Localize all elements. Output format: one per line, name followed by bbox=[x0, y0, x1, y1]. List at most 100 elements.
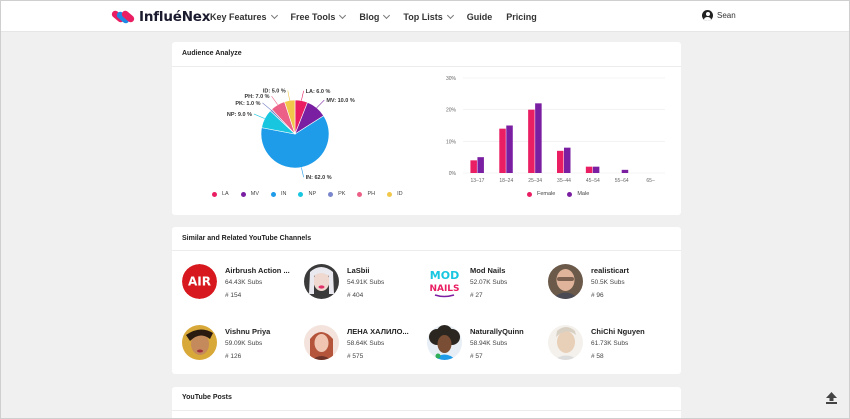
pie-label-connector bbox=[316, 99, 325, 109]
audience-analyze-card: Audience Analyze LA: 6.0 % MV: 10.0 % IN: … bbox=[172, 42, 681, 215]
channel-subs: 50.5K Subs bbox=[591, 279, 625, 286]
channel-name[interactable]: ЛЕНА ХАЛИЛО... bbox=[347, 327, 409, 336]
chevron-down-icon bbox=[270, 11, 278, 20]
channel-avatar[interactable] bbox=[548, 325, 583, 360]
channel-card[interactable]: Vishnu Priya 59.09K Subs # 126 bbox=[182, 325, 302, 365]
nav-pricing[interactable]: Pricing bbox=[506, 12, 537, 22]
pie-slice-label: PH: 7.0 % bbox=[245, 94, 270, 100]
chevron-down-icon bbox=[339, 11, 347, 20]
x-tick-label: 45–54 bbox=[586, 178, 600, 184]
audience-pie-chart: LA: 6.0 % MV: 10.0 % IN: 62.0 % NP: 9.0 % PK… bbox=[227, 89, 355, 182]
bar-female bbox=[557, 150, 564, 173]
channel-rank: # 404 bbox=[347, 292, 364, 299]
brand-logo[interactable]: InfluéNex bbox=[110, 9, 210, 25]
legend-swatch bbox=[270, 191, 276, 197]
bar-male bbox=[506, 125, 513, 173]
channel-rank: # 96 bbox=[591, 292, 604, 299]
nav-guide[interactable]: Guide bbox=[467, 12, 493, 22]
bar-legend: Female Male bbox=[527, 191, 601, 197]
channel-card[interactable]: ЛЕНА ХАЛИЛО... 58.64K Subs # 575 bbox=[304, 325, 424, 365]
legend-item[interactable]: MV bbox=[240, 191, 259, 197]
legend-label: PH bbox=[367, 191, 376, 197]
age-gender-bar-chart: 0% 10% 20% 30% 13–17 18–24 25–34 35–44 45–54 55–6… bbox=[446, 76, 665, 184]
legend-label: MV bbox=[250, 191, 259, 197]
channel-avatar[interactable] bbox=[304, 264, 339, 299]
x-tick-label: 65– bbox=[646, 178, 655, 184]
svg-text:NAILS: NAILS bbox=[429, 284, 459, 294]
svg-text:MOD: MOD bbox=[430, 269, 459, 282]
pie-slice-label: LA: 6.0 % bbox=[306, 89, 331, 95]
card-title: Audience Analyze bbox=[182, 50, 242, 57]
channel-name[interactable]: LaSbii bbox=[347, 266, 370, 275]
legend-label: Male bbox=[577, 191, 590, 197]
pie-label-connector bbox=[287, 90, 290, 101]
channel-rank: # 58 bbox=[591, 353, 604, 360]
bar-male bbox=[621, 169, 629, 173]
channel-avatar[interactable] bbox=[427, 325, 462, 360]
legend-item[interactable]: IN bbox=[270, 191, 286, 197]
bar-female bbox=[585, 166, 593, 173]
pie-slice-label: NP: 9.0 % bbox=[227, 112, 252, 118]
card-title: YouTube Posts bbox=[182, 394, 232, 401]
legend-swatch bbox=[357, 191, 363, 197]
legend-label: LA bbox=[222, 191, 229, 197]
nav-key-features[interactable]: Key Features bbox=[210, 11, 278, 22]
nav-label: Guide bbox=[466, 12, 493, 22]
channel-name[interactable]: Vishnu Priya bbox=[225, 327, 271, 336]
legend-item[interactable]: Female bbox=[527, 191, 555, 197]
divider bbox=[172, 66, 681, 67]
channel-card[interactable]: ChiChi Nguyen 61.73K Subs # 58 bbox=[548, 325, 668, 365]
person-avatar-icon bbox=[427, 325, 462, 360]
channel-name[interactable]: Mod Nails bbox=[470, 266, 506, 275]
legend-item[interactable]: PH bbox=[357, 191, 375, 197]
legend-item[interactable]: ID bbox=[387, 191, 403, 197]
nav-blog[interactable]: Blog bbox=[359, 11, 391, 22]
legend-swatch bbox=[240, 191, 246, 197]
pie-label-connector bbox=[301, 90, 304, 101]
scroll-to-top-button[interactable] bbox=[826, 391, 837, 404]
channel-subs: 58.64K Subs bbox=[347, 340, 385, 347]
legend-item[interactable]: PK bbox=[328, 191, 345, 197]
nav-free-tools[interactable]: Free Tools bbox=[291, 11, 347, 22]
channel-card[interactable]: LaSbii 54.91K Subs # 404 bbox=[304, 264, 424, 304]
bar-female bbox=[528, 109, 535, 173]
legend-label: NP bbox=[308, 191, 317, 197]
legend-swatch bbox=[567, 191, 573, 197]
channel-avatar[interactable]: AIR bbox=[182, 264, 217, 299]
x-tick-label: 18–24 bbox=[499, 178, 513, 184]
bar-male bbox=[592, 166, 600, 173]
channel-name[interactable]: NaturallyQuinn bbox=[470, 327, 524, 336]
legend-swatch bbox=[527, 191, 532, 197]
channel-avatar[interactable] bbox=[304, 325, 339, 360]
channel-card[interactable]: realisticart 50.5K Subs # 96 bbox=[548, 264, 668, 304]
y-tick-label: 20% bbox=[446, 108, 457, 114]
channel-card[interactable]: MOD NAILS Mod Nails 52.07K Subs # 27 bbox=[427, 264, 547, 304]
legend-item[interactable]: LA bbox=[212, 191, 229, 197]
channel-avatar[interactable] bbox=[548, 264, 583, 299]
channel-card[interactable]: NaturallyQuinn 58.94K Subs # 57 bbox=[427, 325, 547, 365]
user-name: Sean bbox=[717, 11, 736, 20]
legend-item[interactable]: NP bbox=[298, 191, 316, 197]
legend-item[interactable]: Male bbox=[567, 191, 589, 197]
channel-name[interactable]: Airbrush Action ... bbox=[225, 266, 290, 275]
nav-top-lists[interactable]: Top Lists bbox=[403, 11, 454, 22]
pie-label-connector bbox=[271, 95, 278, 105]
user-menu[interactable]: Sean bbox=[702, 10, 736, 21]
channel-name[interactable]: ChiChi Nguyen bbox=[591, 327, 645, 336]
channel-avatar[interactable] bbox=[182, 325, 217, 360]
x-tick-label: 55–64 bbox=[615, 178, 629, 184]
legend-swatch bbox=[298, 191, 304, 197]
pie-legend: LA MV IN NP PK PH ID bbox=[212, 191, 415, 197]
channel-avatar[interactable]: MOD NAILS bbox=[427, 264, 462, 299]
person-avatar-icon bbox=[548, 325, 583, 360]
card-title: Similar and Related YouTube Channels bbox=[182, 235, 312, 242]
main-menu: Key Features Free Tools Blog Top Lists G… bbox=[210, 11, 551, 22]
pie-label-connector bbox=[262, 102, 272, 111]
pie-label-connector bbox=[253, 113, 265, 119]
channel-card[interactable]: AIR Airbrush Action ... 64.43K Subs # 15… bbox=[182, 264, 302, 304]
upload-arrow-icon bbox=[826, 392, 837, 404]
bar-male bbox=[535, 103, 542, 173]
channel-subs: 59.09K Subs bbox=[225, 340, 263, 347]
logo-icon bbox=[110, 9, 136, 25]
channel-name[interactable]: realisticart bbox=[591, 266, 629, 275]
